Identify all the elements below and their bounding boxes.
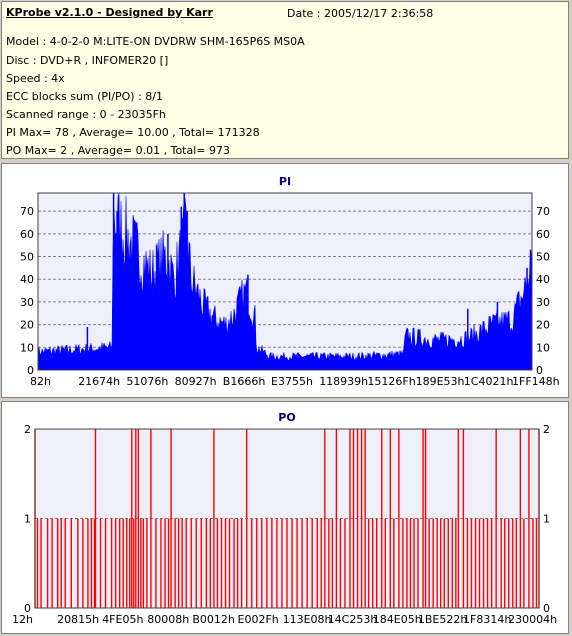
y-tick-right: 0: [543, 602, 550, 615]
x-tick-label: 1FF148h: [512, 375, 560, 388]
po-chart: PO 0 0 1 1 2 2 12h 20815h 4FE05h 80008h B0012h E002F…: [12, 411, 557, 626]
y-tick-left: 70: [20, 205, 34, 218]
y-tick-left: 50: [20, 251, 34, 264]
x-tick-label: E3755h: [271, 375, 313, 388]
x-tick-label: 51076h: [126, 375, 168, 388]
plot-border: [34, 428, 540, 609]
y-tick-right: 0: [536, 364, 543, 377]
x-tick-label: 14C253h: [328, 613, 378, 626]
x-tick-label: 12h: [12, 613, 33, 626]
x-tick-label: B0012h: [192, 613, 235, 626]
chart-title: PO: [278, 411, 295, 424]
x-tick-label: 118939h: [319, 375, 368, 388]
y-tick-left: 60: [20, 228, 34, 241]
x-tick-label: 80927h: [175, 375, 217, 388]
x-tick-label: 15126Fh: [367, 375, 415, 388]
x-tick-label: 230004h: [508, 613, 557, 626]
scan-date: Date : 2005/12/17 2:36:58: [287, 7, 434, 20]
app-title: KProbe v2.1.0 - Designed by Karr: [6, 6, 213, 19]
y-tick-left: 0: [24, 602, 31, 615]
x-tick-label: 4FE05h: [102, 613, 143, 626]
y-tick-left: 20: [20, 319, 34, 332]
y-tick-left: 1: [24, 513, 31, 526]
y-tick-right: 70: [536, 205, 550, 218]
x-tick-label: 82h: [30, 375, 51, 388]
plot-border: [37, 192, 533, 371]
info-po-stats: PO Max= 2 , Average= 0.01 , Total= 973: [6, 144, 230, 157]
y-tick-right: 10: [536, 341, 550, 354]
y-tick-right: 20: [536, 319, 550, 332]
info-model: Model : 4-0-2-0 M:LITE-ON DVDRW SHM-165P…: [6, 35, 305, 48]
chart-title: PI: [279, 175, 291, 188]
info-ecc: ECC blocks sum (PI/PO) : 8/1: [6, 90, 163, 103]
x-tick-label: 1BE522h: [418, 613, 467, 626]
y-tick-left: 40: [20, 273, 34, 286]
info-pi-stats: PI Max= 78 , Average= 10.00 , Total= 171…: [6, 126, 260, 139]
x-tick-label: B1666h: [223, 375, 266, 388]
pi-series-area: [37, 192, 533, 371]
info-panel: KProbe v2.1.0 - Designed by Karr Date : …: [1, 1, 569, 159]
y-tick-left: 10: [20, 341, 34, 354]
y-tick-right: 30: [536, 296, 550, 309]
y-tick-left: 2: [24, 423, 31, 436]
x-tick-label: 21674h: [78, 375, 120, 388]
y-tick-right: 2: [543, 423, 550, 436]
y-tick-right: 1: [543, 513, 550, 526]
y-tick-left: 30: [20, 296, 34, 309]
y-tick-left: 0: [27, 364, 34, 377]
info-speed: Speed : 4x: [6, 72, 65, 85]
x-tick-label: 1C4021h: [464, 375, 514, 388]
y-tick-right: 60: [536, 228, 550, 241]
po-chart-panel: PO 0 0 1 1 2 2 12h 20815h 4FE05h 80008h B0012h E002F…: [1, 401, 569, 634]
y-tick-right: 40: [536, 273, 550, 286]
y-tick-right: 50: [536, 251, 550, 264]
x-tick-label: 1F8314h: [463, 613, 511, 626]
x-tick-label: 184E05h: [373, 613, 422, 626]
x-tick-label: 20815h: [57, 613, 99, 626]
x-tick-label: 189E53h: [416, 375, 465, 388]
info-range: Scanned range : 0 - 23035Fh: [6, 108, 166, 121]
info-disc: Disc : DVD+R , INFOMER20 []: [6, 54, 169, 67]
pi-chart-panel: PI 0 0 10 10 20 20 30 30 40 40 50 50 60 60 70 70 82h 21674…: [1, 163, 569, 398]
x-tick-label: E002Fh: [238, 613, 279, 626]
x-tick-label: 80008h: [147, 613, 189, 626]
x-tick-label: 113E08h: [283, 613, 332, 626]
pi-chart: PI 0 0 10 10 20 20 30 30 40 40 50 50 60 60 70 70 82h 21674…: [20, 175, 560, 388]
